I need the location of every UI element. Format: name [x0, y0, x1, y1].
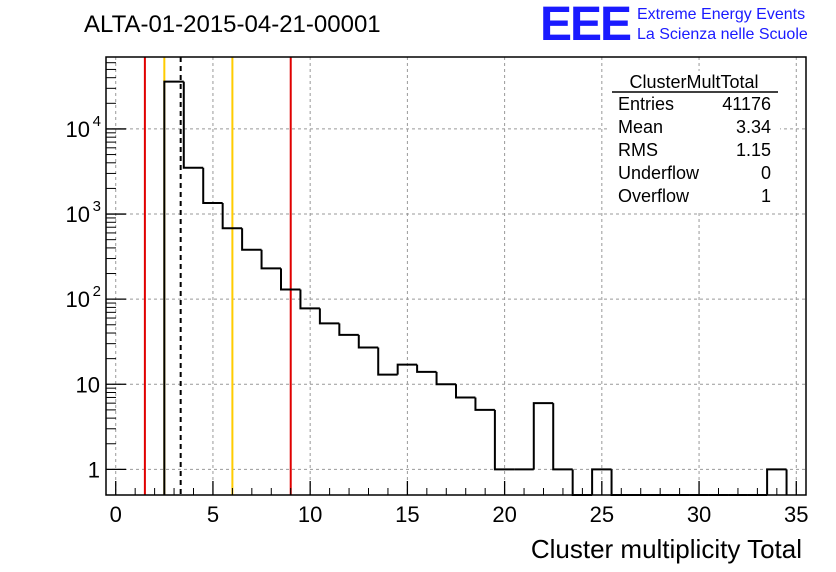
x-tick-label: 10: [298, 502, 322, 527]
x-tick-label: 35: [784, 502, 808, 527]
histogram-bin: [182, 81, 204, 169]
x-tick-label: 30: [687, 502, 711, 527]
histogram-bin: [766, 468, 787, 495]
histogram-bin: [416, 364, 437, 373]
histogram-bin: [357, 334, 379, 349]
y-tick-label: 10: [76, 372, 100, 397]
stats-row-value: 0: [761, 163, 771, 183]
x-tick-label: 15: [395, 502, 419, 527]
stats-row-label: Overflow: [618, 186, 690, 206]
plot-frame: [105, 56, 807, 496]
stats-row-label: Entries: [618, 94, 674, 114]
y-tick-exponent: 2: [93, 283, 101, 300]
eee-logo: EEE Extreme Energy Events La Scienza nel…: [540, 0, 808, 51]
histogram-bin: [474, 397, 495, 411]
stats-row-value: 1: [761, 186, 771, 206]
histogram-bin: [396, 363, 418, 375]
histogram-bin: [591, 468, 612, 495]
x-axis-label: Cluster multiplicity Total: [531, 534, 802, 564]
y-tick-label: 10: [66, 117, 90, 142]
x-tick-label: 0: [110, 502, 122, 527]
histogram-bin: [260, 249, 281, 270]
logo-letters: EEE: [540, 0, 631, 51]
reference-lines: [143, 57, 292, 495]
y-tick-label: 10: [66, 202, 90, 227]
histogram-bin: [435, 371, 456, 386]
stats-row-value: 41176: [722, 94, 771, 114]
stats-box: ClusterMultTotal Entries 41176 Mean 3.34 RMS…: [610, 71, 780, 213]
stats-box-rows: Entries 41176 Mean 3.34 RMS 1.15 Underflow 0 Ove…: [618, 94, 771, 206]
histogram-bin: [299, 289, 320, 310]
y-tick-label: 10: [66, 287, 90, 312]
logo-line-2: La Scienza nelle Scuole: [637, 26, 808, 43]
y-tick-exponent: 4: [93, 113, 101, 130]
histogram-bin: [552, 403, 573, 471]
stats-row-value: 3.34: [736, 117, 771, 137]
stats-row-value: 1.15: [736, 140, 771, 160]
stats-row-label: Mean: [618, 117, 663, 137]
histogram-bin: [280, 268, 301, 291]
stats-box-title: ClusterMultTotal: [629, 72, 758, 92]
x-tick-label: 20: [492, 502, 516, 527]
histogram-bin: [241, 228, 262, 251]
y-tick-label: 1: [88, 457, 100, 482]
histogram-bin: [163, 80, 184, 495]
histogram-bin: [532, 402, 554, 470]
histogram-bin: [493, 409, 515, 471]
histogram-bin: [377, 347, 398, 376]
histogram-bin: [221, 202, 243, 230]
x-axis: 0 5 10 15 20 25 30 35: [110, 481, 809, 527]
x-tick-label: 25: [590, 502, 614, 527]
y-tick-exponent: 3: [93, 198, 101, 215]
histogram-bin: [318, 308, 340, 325]
stats-row-label: Underflow: [618, 163, 700, 183]
histogram-bin: [455, 384, 476, 399]
histogram-bin: [338, 323, 359, 336]
stats-row-label: RMS: [618, 140, 658, 160]
chart-title: ALTA-01-2015-04-21-00001: [84, 11, 381, 38]
logo-line-1: Extreme Energy Events: [637, 6, 805, 23]
stats-box-frame: [610, 71, 780, 213]
x-tick-label: 5: [207, 502, 219, 527]
histogram-bin: [202, 167, 223, 204]
